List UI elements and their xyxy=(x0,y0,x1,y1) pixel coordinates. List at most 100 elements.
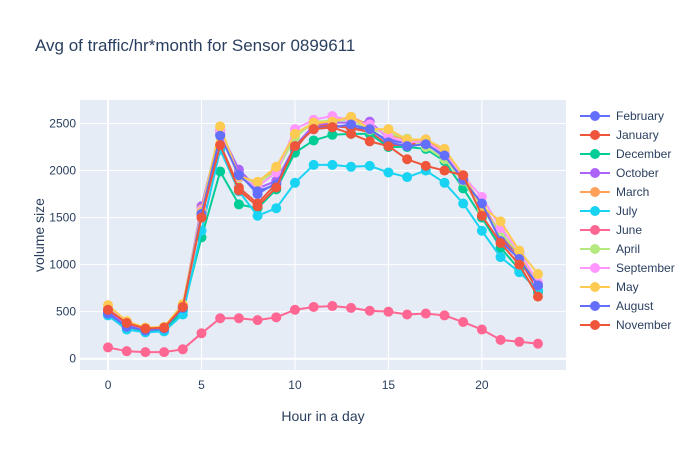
legend-item-april[interactable]: April xyxy=(580,242,640,256)
legend-swatch-marker xyxy=(590,225,600,235)
y-tick-label: 2500 xyxy=(49,117,76,131)
legend-swatch-marker xyxy=(590,244,600,254)
data-point-june xyxy=(271,312,282,323)
data-point-august xyxy=(439,150,450,161)
data-point-november xyxy=(383,141,394,152)
data-point-november xyxy=(308,124,319,135)
legend-item-november[interactable]: November xyxy=(580,318,671,332)
data-point-november xyxy=(233,185,244,196)
series-june xyxy=(103,301,543,358)
legend-label: May xyxy=(616,280,639,294)
legend[interactable]: February January December October March July J… xyxy=(580,109,675,332)
data-point-july xyxy=(252,210,263,221)
y-tick-label: 500 xyxy=(56,305,76,319)
legend-swatch-marker xyxy=(590,282,600,292)
data-point-may xyxy=(495,216,506,227)
legend-item-december[interactable]: December xyxy=(580,147,671,161)
data-point-august xyxy=(215,130,226,141)
x-axis-ticks: 0 5 10 15 20 xyxy=(105,378,489,392)
data-point-july xyxy=(402,172,413,183)
data-point-november xyxy=(327,122,338,133)
legend-item-june[interactable]: June xyxy=(580,223,642,237)
legend-item-july[interactable]: July xyxy=(580,204,637,218)
x-tick-label: 20 xyxy=(475,378,489,392)
data-point-july xyxy=(495,252,506,263)
data-point-may xyxy=(289,128,300,139)
data-point-december xyxy=(233,199,244,210)
data-point-june xyxy=(140,347,151,358)
data-point-june xyxy=(103,342,114,353)
data-point-june xyxy=(308,301,319,312)
legend-item-october[interactable]: October xyxy=(580,166,659,180)
legend-swatch-marker xyxy=(590,320,600,330)
legend-item-january[interactable]: January xyxy=(580,128,659,142)
legend-item-august[interactable]: August xyxy=(580,299,654,313)
legend-label: June xyxy=(616,223,642,237)
data-point-may xyxy=(252,176,263,187)
data-point-june xyxy=(402,309,413,320)
legend-swatch-marker xyxy=(590,149,600,159)
data-point-july xyxy=(327,159,338,170)
data-point-june xyxy=(159,347,170,358)
data-point-november xyxy=(215,140,226,151)
data-point-june xyxy=(289,304,300,315)
data-point-july xyxy=(346,161,357,172)
data-point-august xyxy=(532,280,543,291)
data-point-june xyxy=(177,344,188,355)
data-point-november xyxy=(532,291,543,302)
y-axis-title: volume size xyxy=(31,198,47,272)
legend-swatch-marker xyxy=(590,187,600,197)
series-november xyxy=(103,122,543,334)
data-point-july xyxy=(476,225,487,236)
data-point-november xyxy=(271,182,282,193)
legend-item-september[interactable]: September xyxy=(580,261,675,275)
data-point-june xyxy=(121,346,132,357)
data-point-may xyxy=(346,111,357,122)
series-layer xyxy=(103,110,543,358)
data-point-november xyxy=(159,322,170,333)
legend-item-march[interactable]: March xyxy=(580,185,649,199)
legend-item-may[interactable]: May xyxy=(580,280,639,294)
legend-label: February xyxy=(616,109,664,123)
chart-title: Avg of traffic/hr*month for Sensor 08996… xyxy=(35,36,355,55)
data-point-december xyxy=(308,135,319,146)
x-tick-label: 5 xyxy=(198,378,205,392)
legend-swatch-marker xyxy=(590,111,600,121)
data-point-may xyxy=(514,245,525,256)
data-point-august xyxy=(252,186,263,197)
legend-item-february[interactable]: February xyxy=(580,109,664,123)
data-point-june xyxy=(364,305,375,316)
data-point-december xyxy=(215,166,226,177)
x-tick-label: 0 xyxy=(105,378,112,392)
data-point-june xyxy=(327,301,338,312)
legend-label: October xyxy=(616,166,659,180)
data-point-may xyxy=(532,269,543,280)
data-point-november xyxy=(495,237,506,248)
legend-label: November xyxy=(616,318,671,332)
x-tick-label: 15 xyxy=(382,378,396,392)
x-tick-label: 10 xyxy=(288,378,302,392)
legend-swatch-marker xyxy=(590,263,600,273)
y-tick-label: 0 xyxy=(69,352,76,366)
data-point-june xyxy=(346,302,357,313)
legend-swatch-marker xyxy=(590,168,600,178)
legend-swatch-marker xyxy=(590,301,600,311)
y-tick-label: 2000 xyxy=(49,164,76,178)
data-point-july xyxy=(271,203,282,214)
legend-label: August xyxy=(616,299,654,313)
data-point-november xyxy=(121,317,132,328)
data-point-november xyxy=(196,212,207,223)
data-point-july xyxy=(308,159,319,170)
data-point-august xyxy=(233,170,244,181)
data-point-august xyxy=(346,119,357,130)
legend-label: December xyxy=(616,147,671,161)
legend-swatch-marker xyxy=(590,206,600,216)
data-point-december xyxy=(327,129,338,140)
legend-label: March xyxy=(616,185,649,199)
data-point-november xyxy=(289,141,300,152)
data-point-june xyxy=(495,334,506,345)
y-axis-ticks: 0 500 1000 1500 2000 2500 xyxy=(49,117,76,366)
legend-label: September xyxy=(616,261,675,275)
data-point-november xyxy=(420,160,431,171)
